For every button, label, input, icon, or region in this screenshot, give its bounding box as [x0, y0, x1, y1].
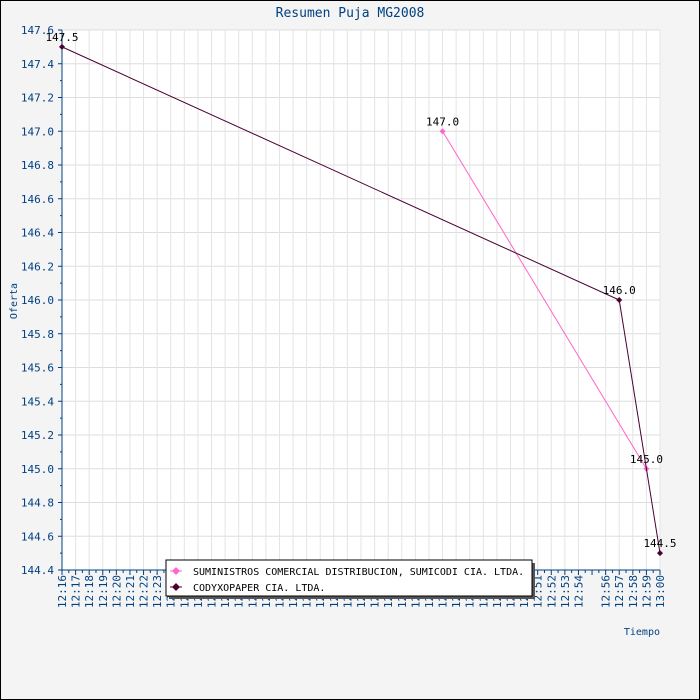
x-tick-label: 12:59: [640, 575, 653, 608]
x-tick-label: 12:57: [613, 575, 626, 608]
y-tick-label: 147.2: [21, 92, 54, 105]
x-tick-label: 13:00: [654, 575, 667, 608]
y-tick-label: 144.8: [21, 497, 54, 510]
legend-label: SUMINISTROS COMERCIAL DISTRIBUCION, SUMI…: [193, 567, 524, 578]
x-tick-label: 12:52: [545, 575, 558, 608]
y-tick-label: 145.2: [21, 429, 54, 442]
y-tick-label: 146.2: [21, 260, 54, 273]
x-tick-label: 12:23: [151, 575, 164, 608]
y-tick-label: 146.8: [21, 159, 54, 172]
legend-label: CODYXOPAPER CIA. LTDA.: [193, 583, 325, 594]
data-label: 147.0: [426, 115, 459, 128]
y-tick-label: 146.4: [21, 227, 54, 240]
x-tick-label: 12:58: [627, 575, 640, 608]
y-ticks: 144.4 144.6 144.8 145.0 145.2 145.4 145.6 145.8…: [21, 24, 62, 577]
data-point: [59, 43, 65, 50]
y-tick-label: 146.6: [21, 193, 54, 206]
x-axis-label: Tiempo: [624, 627, 660, 638]
chart-title: Resumen Puja MG2008: [276, 6, 425, 21]
y-tick-label: 145.8: [21, 328, 54, 341]
y-tick-label: 144.6: [21, 530, 54, 543]
data-point: [616, 297, 623, 303]
data-label: 147.5: [45, 31, 78, 44]
y-tick-label: 145.4: [21, 395, 54, 408]
x-tick-label: 12:18: [83, 575, 96, 608]
y-tick-label: 147.6: [21, 24, 54, 37]
x-tick-label: 12:53: [559, 575, 572, 608]
y-tick-label: 145.6: [21, 362, 54, 375]
y-tick-label: 144.4: [21, 564, 54, 577]
x-tick-label: 12:19: [97, 575, 110, 608]
y-tick-label: 147.4: [21, 58, 54, 71]
legend: SUMINISTROS COMERCIAL DISTRIBUCION, SUMI…: [165, 559, 535, 599]
x-tick-label: 12:16: [56, 575, 69, 608]
data-label: 145.0: [630, 453, 663, 466]
x-tick-label: 12:17: [70, 575, 83, 608]
x-tick-label: 12:21: [124, 575, 137, 608]
y-tick-label: 146.0: [21, 294, 54, 307]
data-point: [657, 550, 663, 557]
y-tick-label: 147.0: [21, 125, 54, 138]
data-point: [439, 128, 446, 135]
legend-marker: [172, 583, 180, 591]
legend-marker: [172, 567, 180, 575]
x-tick-label: 12:20: [110, 575, 123, 608]
data-label: 144.5: [643, 537, 676, 550]
legend-box: [165, 559, 533, 597]
series-line: [442, 130, 647, 470]
x-tick-label: 12:56: [600, 575, 613, 608]
data-label: 146.0: [603, 284, 636, 297]
x-tick-label: 12:22: [138, 575, 151, 608]
y-tick-label: 145.0: [21, 463, 54, 476]
y-axis-label: Oferta: [9, 283, 20, 319]
series-group: 147.0 145.0 147.5 146.0 144.5: [45, 31, 677, 557]
x-tick-label: 12:54: [572, 575, 585, 608]
